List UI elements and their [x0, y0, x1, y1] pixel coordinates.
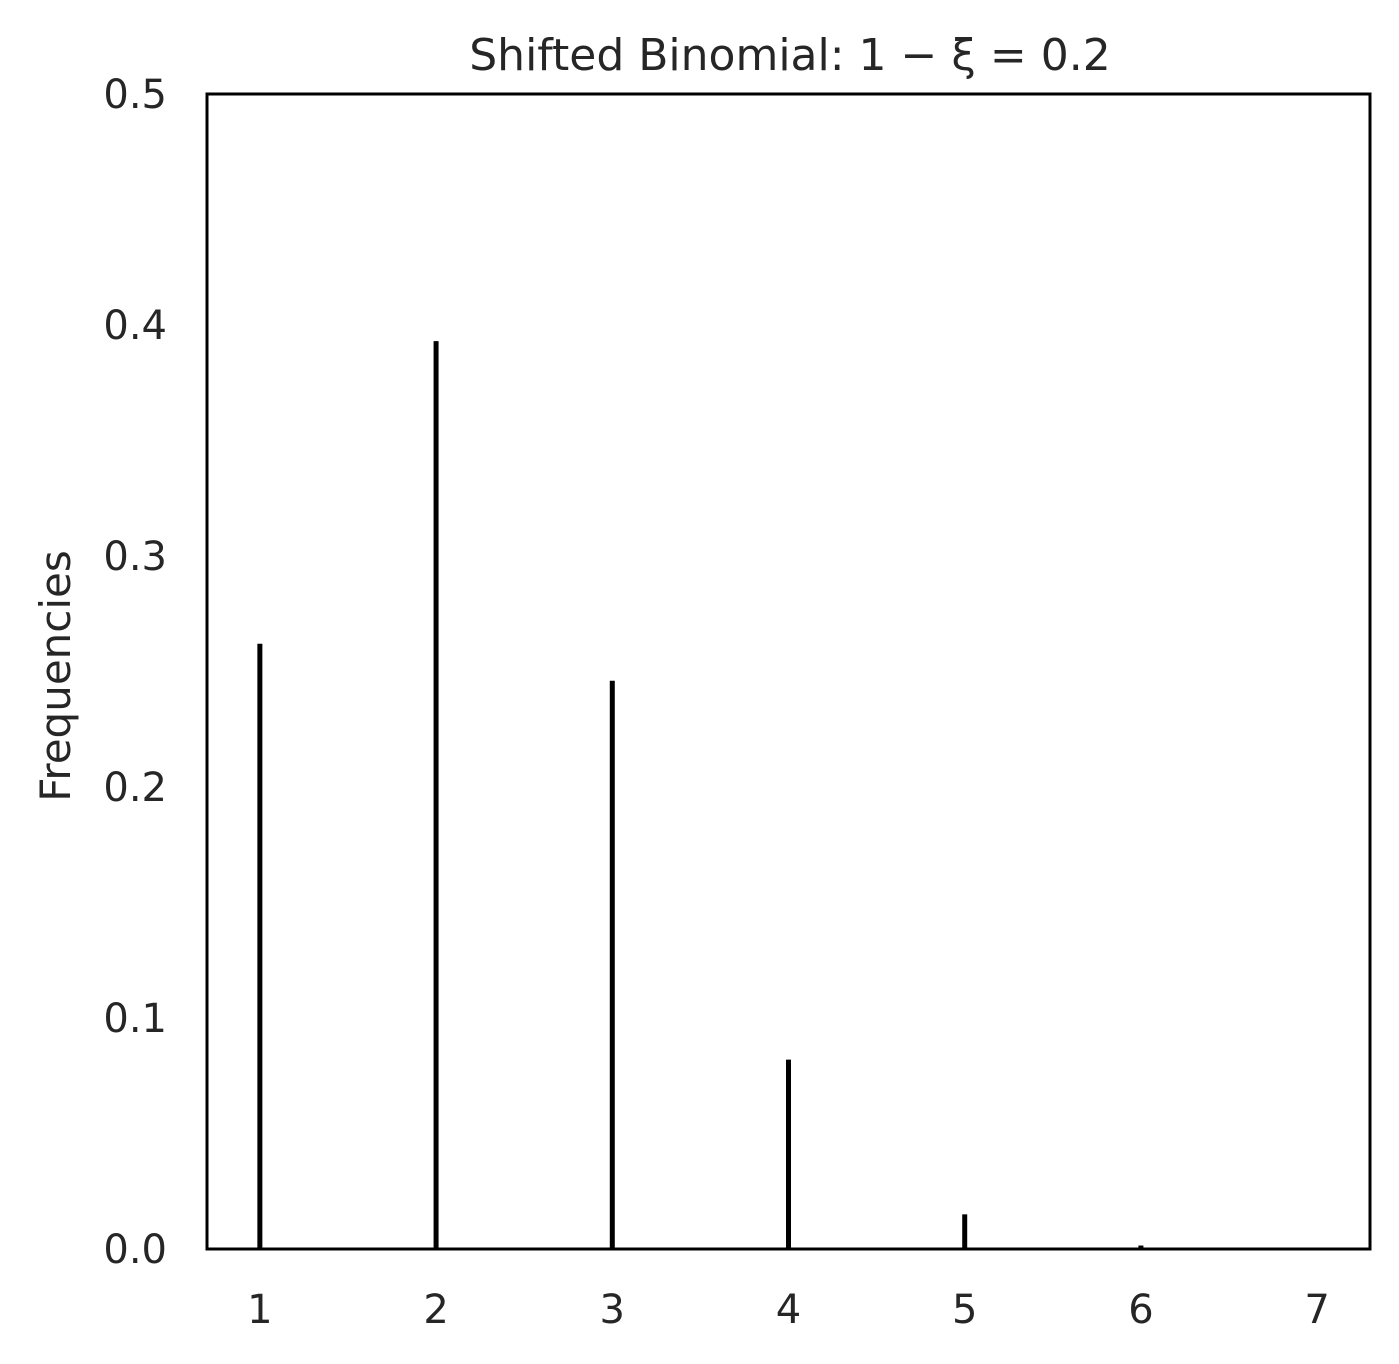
y-axis-label: Frequencies: [31, 550, 80, 802]
x-tick-label: 3: [600, 1287, 625, 1333]
x-tick-labels: 1 2 3 4 5 6 7: [247, 1287, 1330, 1333]
x-tick-label: 6: [1128, 1287, 1153, 1333]
x-tick-label: 4: [776, 1287, 801, 1333]
y-tick-label: 0.5: [103, 72, 167, 118]
y-tick-label: 0.0: [103, 1227, 167, 1273]
chart-title: Shifted Binomial: 1 − ξ = 0.2: [469, 30, 1110, 81]
x-tick-label: 5: [952, 1287, 977, 1333]
y-tick-label: 0.4: [103, 303, 167, 349]
y-tick-label: 0.2: [103, 765, 167, 811]
y-tick-label: 0.1: [103, 996, 167, 1042]
y-tick-labels: 0.0 0.1 0.2 0.3 0.4 0.5: [103, 72, 167, 1273]
x-tick-label: 2: [423, 1287, 448, 1333]
y-tick-label: 0.3: [103, 534, 167, 580]
x-tick-label: 7: [1304, 1287, 1329, 1333]
plot-area: [257, 341, 1320, 1249]
plot-frame: [205, 92, 1372, 1251]
x-tick-label: 1: [247, 1287, 272, 1333]
